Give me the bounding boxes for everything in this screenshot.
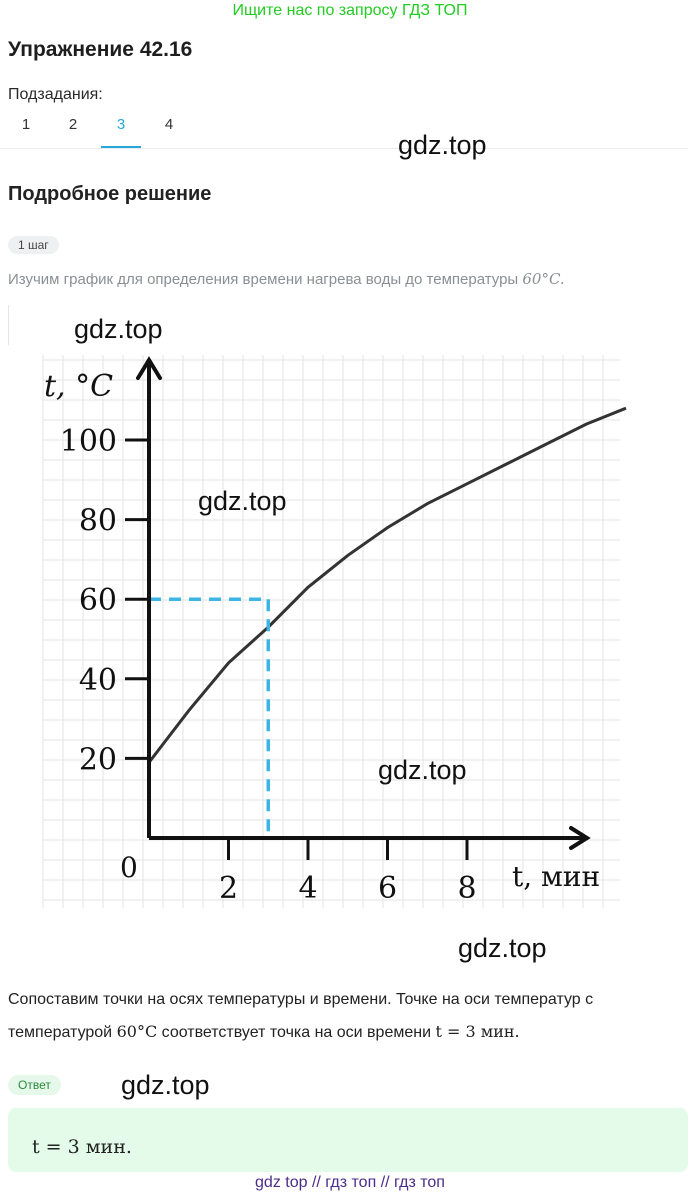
- x-tick-label: 2: [219, 871, 238, 906]
- answer-text: t = 3 мин.: [32, 1136, 132, 1158]
- tab-3[interactable]: 3: [101, 116, 141, 148]
- y-tick-label: 40: [79, 663, 117, 698]
- x-axis-label: t, мин: [512, 860, 600, 893]
- paragraph-math-2: t = 3 мин.: [435, 1022, 520, 1041]
- solution-paragraph: Сопоставим точки на осях температуры и в…: [8, 984, 692, 1049]
- paragraph-text-2: соответствует точка на оси времени: [161, 1024, 432, 1041]
- divider: [8, 305, 9, 345]
- temperature-time-graph: 20 40 60 80 100 2 4 6 8 t, °C t, мин 0: [42, 355, 627, 908]
- x-tick-label: 4: [298, 871, 317, 906]
- page-title: Упражнение 42.16: [8, 38, 193, 61]
- watermark: gdz.top: [398, 130, 487, 160]
- watermark: gdz.top: [458, 933, 547, 963]
- y-axis-arrow: [136, 356, 162, 380]
- watermark: gdz.top: [74, 314, 163, 344]
- subtasks-label: Подзадания:: [8, 86, 103, 103]
- y-tick-label: 60: [79, 583, 117, 618]
- highlight-lines: [149, 597, 270, 838]
- subtask-tabs: 1 2 3 4: [0, 116, 688, 149]
- step-math: 60°C.: [522, 270, 565, 288]
- y-tick-label: 20: [79, 742, 117, 777]
- y-tick-label: 80: [79, 504, 117, 539]
- solution-title: Подробное решение: [8, 183, 212, 205]
- origin-label: 0: [120, 851, 138, 884]
- tab-4[interactable]: 4: [164, 116, 174, 133]
- x-axis-arrow: [569, 826, 591, 850]
- top-banner: Ищите нас по запросу ГДЗ ТОП: [232, 2, 468, 19]
- x-tick-label: 6: [378, 871, 397, 906]
- answer-box: t = 3 мин.: [8, 1108, 688, 1172]
- chart-ticks: 20 40 60 80 100 2 4 6 8: [60, 424, 477, 906]
- x-tick-label: 8: [457, 871, 476, 906]
- footer-links: gdz top // гдз топ // гдз топ: [255, 1174, 445, 1191]
- series-line: [147, 406, 627, 764]
- watermark: gdz.top: [378, 755, 467, 785]
- step-description: Изучим график для определения времени на…: [8, 270, 565, 288]
- step-badge: 1 шаг: [8, 236, 59, 254]
- y-tick-label: 100: [60, 424, 117, 459]
- tab-1[interactable]: 1: [21, 116, 31, 133]
- watermark: gdz.top: [121, 1070, 210, 1100]
- answer-badge: Ответ: [8, 1075, 61, 1095]
- paragraph-math-1: 60°C: [116, 1022, 158, 1041]
- paragraph-text-1: Сопоставим точки на осях температуры и в…: [8, 991, 594, 1041]
- step-text: Изучим график для определения времени на…: [8, 271, 519, 288]
- tab-2[interactable]: 2: [68, 116, 78, 133]
- watermark: gdz.top: [198, 486, 287, 516]
- y-axis-label: t, °C: [44, 369, 113, 404]
- chart-grid: [42, 355, 620, 908]
